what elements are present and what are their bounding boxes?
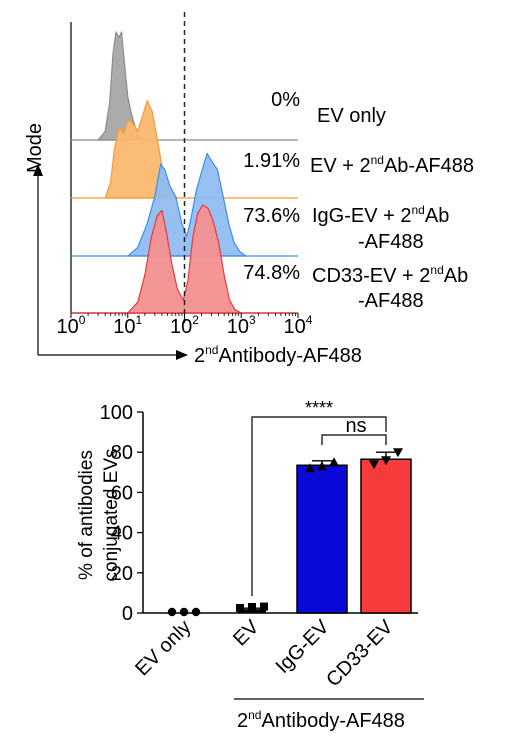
superscript: nd xyxy=(371,153,384,167)
y-tick-label: 60 xyxy=(111,482,133,504)
text-part: Ab-AF488 xyxy=(384,155,474,177)
gate-percentage: 1.91% xyxy=(243,150,300,172)
tick-base: 10 xyxy=(170,316,192,338)
category-label: EV only xyxy=(131,616,195,680)
significance-bracket xyxy=(321,434,387,445)
significance-bracket xyxy=(251,416,387,596)
superscript: nd xyxy=(205,343,218,357)
series-label: EV only xyxy=(317,105,386,127)
y-tick-label: 100 xyxy=(100,402,133,424)
text-part: IgG-EV + 2 xyxy=(312,205,412,227)
bar xyxy=(296,464,348,614)
data-point xyxy=(381,456,391,466)
category-label: IgG-EV xyxy=(272,616,334,678)
data-point xyxy=(167,607,177,617)
gate-percentage: 74.8% xyxy=(243,262,300,284)
gate-percentage: 0% xyxy=(271,89,300,111)
histogram-curve xyxy=(127,204,242,314)
series-label-cont: -AF488 xyxy=(358,290,424,312)
text-part: 2 xyxy=(194,345,205,367)
series-label-cont: -AF488 xyxy=(358,231,424,253)
arrow-icon xyxy=(176,350,188,360)
text-part: EV + 2 xyxy=(310,155,371,177)
superscript: nd xyxy=(430,263,443,277)
y-tick-label: 40 xyxy=(111,523,133,545)
superscript: nd xyxy=(412,203,425,217)
tick-exponent: 3 xyxy=(249,313,256,327)
category-label: EV xyxy=(229,616,264,651)
text-part: Antibody-AF488 xyxy=(218,345,361,367)
arrow-icon xyxy=(33,164,43,176)
histogram-curve xyxy=(97,31,143,141)
text-part: Antibody-AF488 xyxy=(261,710,404,732)
data-point xyxy=(248,602,256,611)
tick-exponent: 4 xyxy=(306,313,313,327)
data-point xyxy=(305,463,315,473)
series-label: CD33-EV + 2ndAb xyxy=(312,263,468,287)
data-point xyxy=(329,457,339,467)
superscript: nd xyxy=(248,708,261,722)
data-point xyxy=(369,460,379,470)
text-part: 2 xyxy=(237,710,248,732)
x-tick-label: 101 xyxy=(113,313,142,338)
category-label: CD33-EV xyxy=(322,616,398,692)
data-point xyxy=(317,461,327,471)
x-tick-label: 100 xyxy=(57,313,86,338)
x-tick-label: 103 xyxy=(227,313,256,338)
tick-base: 10 xyxy=(227,316,249,338)
tick-exponent: 1 xyxy=(136,313,143,327)
data-point xyxy=(393,448,403,458)
significance-label: ns xyxy=(345,415,366,437)
group-label: 2ndAntibody-AF488 xyxy=(237,708,405,732)
series-label: IgG-EV + 2ndAb xyxy=(312,203,449,227)
y-tick-label: 20 xyxy=(111,563,133,585)
x-tick-label: 102 xyxy=(170,313,199,338)
data-point xyxy=(260,602,268,611)
gate-percentage: 73.6% xyxy=(243,205,300,227)
data-point xyxy=(179,607,189,617)
text-part: CD33-EV + 2 xyxy=(312,265,430,287)
y-tick-label: 80 xyxy=(111,442,133,464)
series-label: EV + 2ndAb-AF488 xyxy=(310,153,474,177)
text-part: Ab xyxy=(425,205,449,227)
text-part: Ab xyxy=(444,265,468,287)
tick-exponent: 2 xyxy=(192,313,199,327)
tick-base: 10 xyxy=(57,316,79,338)
data-point xyxy=(236,603,244,612)
tick-base: 10 xyxy=(284,316,306,338)
bar-y-label: % of antibodies xyxy=(76,450,97,580)
bar xyxy=(238,609,266,613)
bar-y-label: conjugated EVs xyxy=(101,448,122,581)
tick-base: 10 xyxy=(113,316,135,338)
bar xyxy=(360,458,412,614)
bar-chart-panel: 0 20 40 60 80 100 % of antibodies conjugated EV… xyxy=(76,398,424,732)
histogram-x-label: 2ndAntibody-AF488 xyxy=(194,343,362,367)
y-tick-label: 0 xyxy=(122,603,133,625)
data-point xyxy=(191,607,201,617)
significance-label: **** xyxy=(305,398,333,418)
histogram-y-label: Mode xyxy=(24,123,46,173)
x-tick-label: 104 xyxy=(284,313,313,338)
tick-exponent: 0 xyxy=(79,313,86,327)
